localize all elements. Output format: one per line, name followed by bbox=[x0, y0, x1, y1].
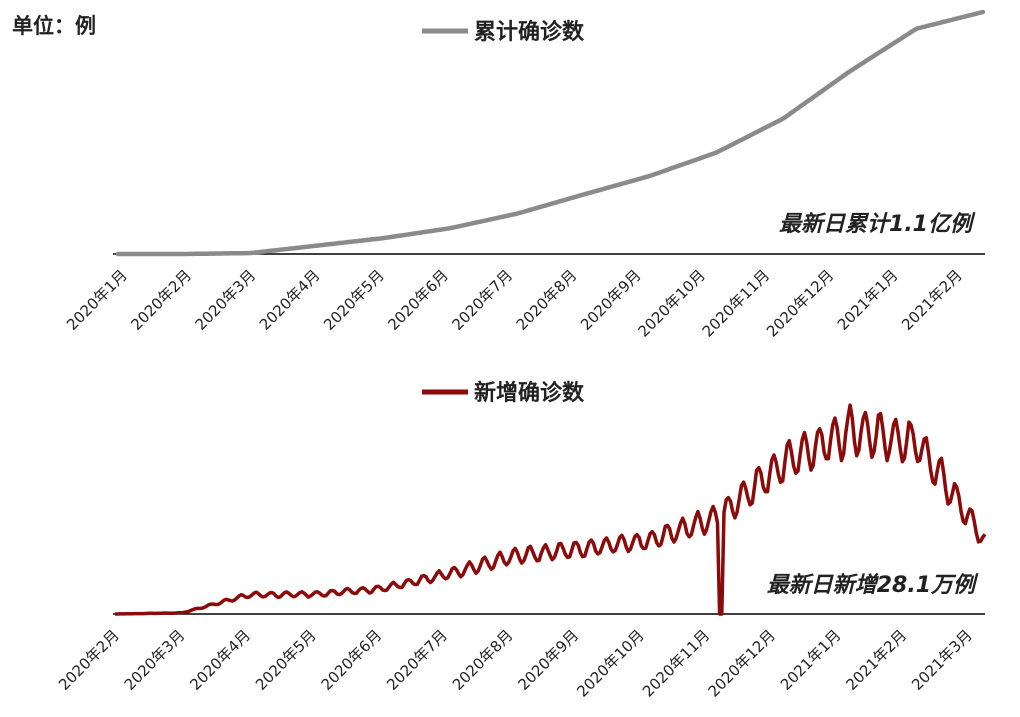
x-tick-label: 2020年1月 bbox=[63, 266, 131, 334]
x-tick-label: 2020年4月 bbox=[186, 626, 254, 694]
x-tick-label: 2020年3月 bbox=[121, 626, 189, 694]
x-tick-label: 2020年12月 bbox=[705, 626, 779, 700]
x-tick-label: 2021年2月 bbox=[843, 626, 911, 694]
cumulative-chart-panel: 累计确诊数 最新日累计1.1亿例 2020年1月2020年2月2020年3月20… bbox=[63, 9, 986, 341]
x-tick-label: 2020年5月 bbox=[320, 266, 388, 334]
x-tick-label: 2021年1月 bbox=[777, 626, 845, 694]
cumulative-cases-line bbox=[115, 9, 986, 257]
x-tick-label: 2020年7月 bbox=[449, 266, 517, 334]
x-tick-label: 2020年6月 bbox=[318, 626, 386, 694]
daily-new-cases-line bbox=[115, 403, 987, 616]
unit-label: 单位：例 bbox=[12, 14, 96, 38]
x-tick-label: 2020年8月 bbox=[513, 266, 581, 334]
x-tick-label: 2020年2月 bbox=[127, 266, 195, 334]
top-annotation: 最新日累计1.1亿例 bbox=[779, 211, 976, 237]
x-tick-label: 2020年10月 bbox=[634, 266, 708, 340]
x-tick-label: 2021年3月 bbox=[908, 626, 976, 694]
x-tick-label: 2020年7月 bbox=[383, 626, 451, 694]
x-tick-label: 2020年8月 bbox=[449, 626, 517, 694]
x-tick-label: 2020年2月 bbox=[55, 626, 123, 694]
x-tick-label: 2020年5月 bbox=[252, 626, 320, 694]
x-tick-label: 2020年9月 bbox=[577, 266, 645, 334]
x-tick-label: 2020年9月 bbox=[514, 626, 582, 694]
x-tick-label: 2020年3月 bbox=[192, 266, 260, 334]
x-tick-label: 2020年4月 bbox=[256, 266, 324, 334]
top-legend-label: 累计确诊数 bbox=[474, 19, 585, 45]
x-tick-label: 2020年6月 bbox=[384, 266, 452, 334]
top-x-tick-labels: 2020年1月2020年2月2020年3月2020年4月2020年5月2020年… bbox=[63, 266, 966, 340]
x-tick-label: 2020年11月 bbox=[639, 626, 713, 700]
x-tick-label: 2020年11月 bbox=[699, 266, 773, 340]
x-tick-label: 2021年2月 bbox=[898, 266, 966, 334]
x-tick-label: 2020年12月 bbox=[763, 266, 837, 340]
bottom-legend-label: 新增确诊数 bbox=[474, 380, 585, 406]
x-tick-label: 2021年1月 bbox=[834, 266, 902, 334]
daily-new-chart-panel: 新增确诊数 最新日新增28.1万例 2020年2月2020年3月2020年4月2… bbox=[55, 380, 987, 701]
bottom-x-tick-labels: 2020年2月2020年3月2020年4月2020年5月2020年6月2020年… bbox=[55, 626, 976, 700]
x-tick-label: 2020年10月 bbox=[573, 626, 647, 700]
bottom-annotation: 最新日新增28.1万例 bbox=[767, 572, 979, 598]
